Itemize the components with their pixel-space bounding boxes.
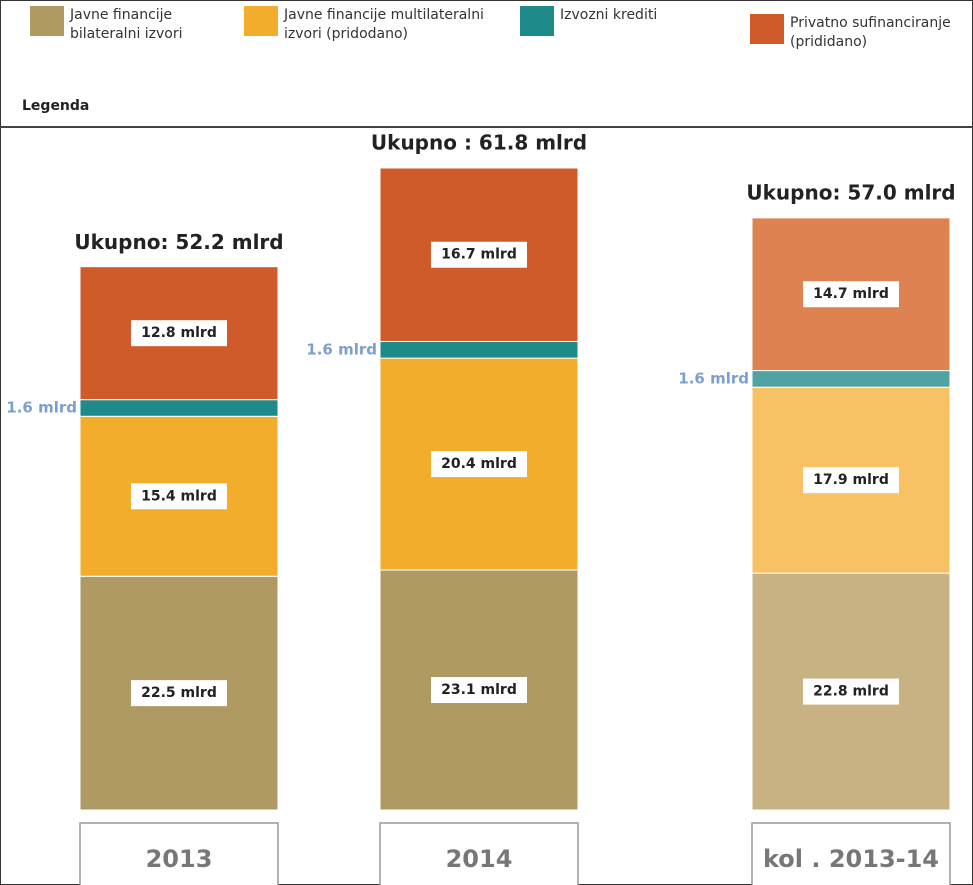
legend-title: Legenda (22, 98, 90, 114)
legend-label: Javne financije bilateralni izvori (70, 7, 183, 42)
value-label: 1.6 mlrd (6, 398, 77, 416)
value-label: 1.6 mlrd (678, 369, 749, 387)
total-label: Ukupno : 61.8 mlrd (371, 131, 587, 155)
legend-label: Javne financije multilateralni izvori (p… (284, 7, 484, 42)
value-label: 12.8 mlrd (141, 325, 217, 341)
value-label-box (803, 678, 899, 705)
value-label-box (131, 680, 227, 707)
value-label-box (803, 281, 899, 308)
bar-segment (379, 340, 579, 359)
legend-item: Privatno sufinanciranje (prididano) (750, 14, 973, 52)
value-label: 22.5 mlrd (141, 685, 217, 701)
value-label: 15.4 mlrd (141, 488, 217, 504)
category-label: 2014 (446, 845, 513, 873)
bar-segment (79, 399, 279, 417)
value-label-box (803, 467, 899, 494)
legend-label: Izvozni krediti (560, 7, 658, 23)
legend-swatch (520, 6, 554, 36)
legend-item: Javne financije bilateralni izvori (30, 6, 240, 44)
legend-swatch (750, 14, 784, 44)
legend: Legenda Javne financije bilateralni izvo… (0, 0, 973, 128)
legend-swatch (244, 6, 278, 36)
value-label-box (131, 320, 227, 347)
category-label: kol . 2013-14 (763, 845, 939, 873)
category-box (379, 822, 579, 885)
value-label: 14.7 mlrd (813, 286, 889, 302)
category-box (751, 822, 951, 885)
value-label: 17.9 mlrd (813, 472, 889, 488)
category-box (79, 822, 279, 885)
value-label-box (131, 483, 227, 510)
category-label: 2013 (146, 845, 213, 873)
legend-label: Privatno sufinanciranje (prididano) (790, 15, 951, 50)
value-label-box (431, 241, 527, 268)
legend-item: Javne financije multilateralni izvori (p… (244, 6, 504, 44)
bar-segment (751, 370, 951, 388)
total-label: Ukupno: 57.0 mlrd (746, 180, 955, 204)
value-label-box (431, 677, 527, 704)
legend-swatch (30, 6, 64, 36)
value-label: 16.7 mlrd (441, 247, 517, 263)
value-label: 1.6 mlrd (306, 340, 377, 358)
value-label: 20.4 mlrd (441, 456, 517, 472)
legend-item: Izvozni krediti (520, 6, 760, 36)
value-label: 23.1 mlrd (441, 682, 517, 698)
total-label: Ukupno: 52.2 mlrd (74, 230, 283, 254)
value-label-box (431, 451, 527, 478)
value-label: 22.8 mlrd (813, 684, 889, 700)
